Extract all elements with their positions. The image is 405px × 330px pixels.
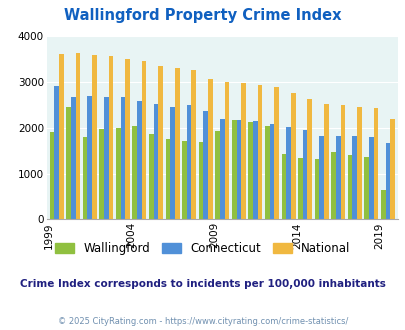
Bar: [149, 134, 153, 219]
Bar: [274, 87, 278, 219]
Bar: [158, 66, 162, 219]
Bar: [307, 99, 311, 219]
Bar: [132, 126, 137, 219]
Bar: [389, 119, 394, 219]
Bar: [170, 107, 175, 219]
Bar: [198, 142, 203, 219]
Bar: [368, 137, 373, 219]
Bar: [347, 155, 352, 219]
Bar: [252, 121, 257, 219]
Bar: [290, 93, 295, 219]
Bar: [54, 86, 59, 219]
Bar: [220, 119, 224, 219]
Bar: [380, 190, 385, 219]
Bar: [104, 97, 109, 219]
Bar: [385, 143, 389, 219]
Bar: [335, 136, 340, 219]
Bar: [137, 101, 141, 219]
Bar: [49, 132, 54, 219]
Bar: [319, 136, 323, 219]
Bar: [99, 129, 104, 219]
Bar: [314, 158, 319, 219]
Bar: [182, 141, 186, 219]
Bar: [241, 83, 245, 219]
Bar: [175, 68, 179, 219]
Bar: [373, 108, 377, 219]
Bar: [356, 107, 361, 219]
Bar: [120, 97, 125, 219]
Bar: [330, 152, 335, 219]
Bar: [125, 59, 130, 219]
Bar: [66, 107, 71, 219]
Bar: [286, 127, 290, 219]
Bar: [116, 128, 120, 219]
Text: Wallingford Property Crime Index: Wallingford Property Crime Index: [64, 8, 341, 23]
Text: Crime Index corresponds to incidents per 100,000 inhabitants: Crime Index corresponds to incidents per…: [20, 279, 385, 289]
Bar: [364, 157, 368, 219]
Bar: [302, 130, 307, 219]
Bar: [59, 54, 64, 219]
Bar: [165, 139, 170, 219]
Bar: [83, 137, 87, 219]
Bar: [352, 136, 356, 219]
Bar: [323, 104, 328, 219]
Bar: [92, 54, 96, 219]
Bar: [264, 126, 269, 219]
Bar: [231, 120, 236, 219]
Bar: [297, 158, 302, 219]
Bar: [207, 79, 212, 219]
Bar: [281, 154, 286, 219]
Bar: [75, 53, 80, 219]
Bar: [141, 61, 146, 219]
Bar: [215, 131, 220, 219]
Bar: [87, 96, 92, 219]
Bar: [224, 82, 229, 219]
Bar: [71, 97, 75, 219]
Bar: [236, 120, 241, 219]
Legend: Wallingford, Connecticut, National: Wallingford, Connecticut, National: [50, 237, 355, 260]
Bar: [248, 122, 252, 219]
Bar: [340, 105, 344, 219]
Bar: [203, 111, 207, 219]
Bar: [109, 56, 113, 219]
Bar: [269, 124, 274, 219]
Bar: [257, 85, 262, 219]
Bar: [191, 70, 196, 219]
Bar: [186, 105, 191, 219]
Bar: [153, 104, 158, 219]
Text: © 2025 CityRating.com - https://www.cityrating.com/crime-statistics/: © 2025 CityRating.com - https://www.city…: [58, 317, 347, 326]
